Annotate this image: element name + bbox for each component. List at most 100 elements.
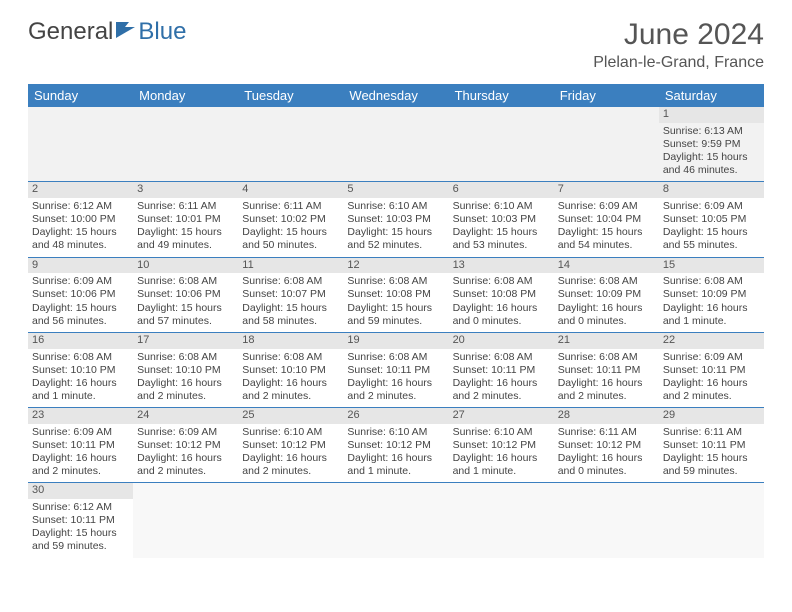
daylight-text: Daylight: 16 hours: [32, 377, 129, 390]
sunrise-text: Sunrise: 6:08 AM: [347, 351, 444, 364]
weekday-header-row: Sunday Monday Tuesday Wednesday Thursday…: [28, 84, 764, 107]
daylight-text: Daylight: 15 hours: [663, 151, 760, 164]
daylight-text: Daylight: 16 hours: [347, 377, 444, 390]
sunrise-text: Sunrise: 6:09 AM: [663, 200, 760, 213]
daylight-text: and 2 minutes.: [242, 390, 339, 403]
calendar-day-cell: 1Sunrise: 6:13 AMSunset: 9:59 PMDaylight…: [659, 107, 764, 182]
weekday-header: Saturday: [659, 84, 764, 107]
sunset-text: Sunset: 10:03 PM: [453, 213, 550, 226]
daylight-text: and 49 minutes.: [137, 239, 234, 252]
calendar-week-row: 23 Sunrise: 6:09 AMSunset: 10:11 PM Daylig…: [28, 408, 764, 483]
day-number: 24: [133, 408, 238, 424]
daylight-text: Daylight: 15 hours: [137, 302, 234, 315]
sunrise-text: Sunrise: 6:11 AM: [137, 200, 234, 213]
weekday-header: Friday: [554, 84, 659, 107]
sunset-text: Sunset: 10:12 PM: [242, 439, 339, 452]
sunrise-text: Sunrise: 6:10 AM: [242, 426, 339, 439]
day-number: 19: [343, 333, 448, 349]
daylight-text: and 58 minutes.: [242, 315, 339, 328]
day-number: 5: [343, 182, 448, 198]
sunrise-text: Sunrise: 6:08 AM: [558, 351, 655, 364]
sunrise-text: Sunrise: 6:13 AM: [663, 125, 760, 138]
day-number: 26: [343, 408, 448, 424]
sunset-text: Sunset: 10:10 PM: [32, 364, 129, 377]
sunset-text: Sunset: 10:10 PM: [137, 364, 234, 377]
flag-icon: [115, 18, 137, 46]
daylight-text: Daylight: 16 hours: [453, 302, 550, 315]
day-number: 3: [133, 182, 238, 198]
sunset-text: Sunset: 10:12 PM: [453, 439, 550, 452]
calendar-day-cell: [343, 107, 448, 182]
calendar-day-cell: 25Sunrise: 6:10 AMSunset: 10:12 PMDaylig…: [238, 408, 343, 483]
calendar-day-cell: 24Sunrise: 6:09 AMSunset: 10:12 PMDaylig…: [133, 408, 238, 483]
sunrise-text: Sunrise: 6:08 AM: [32, 351, 129, 364]
calendar-week-row: 2Sunrise: 6:12 AMSunset: 10:00 PMDayligh…: [28, 182, 764, 257]
daylight-text: Daylight: 15 hours: [32, 226, 129, 239]
daylight-text: Daylight: 15 hours: [347, 226, 444, 239]
sunset-text: Sunset: 10:11 PM: [347, 364, 444, 377]
daylight-text: and 59 minutes.: [32, 540, 129, 553]
sunset-text: Sunset: 10:12 PM: [347, 439, 444, 452]
daylight-text: and 2 minutes.: [32, 465, 129, 478]
sunset-text: Sunset: 10:11 PM: [453, 364, 550, 377]
daylight-text: and 48 minutes.: [32, 239, 129, 252]
calendar-day-cell: 30Sunrise: 6:12 AMSunset: 10:11 PMDaylig…: [28, 483, 133, 558]
sunset-text: Sunset: 10:11 PM: [558, 364, 655, 377]
daylight-text: Daylight: 16 hours: [453, 452, 550, 465]
day-number: 13: [449, 258, 554, 274]
daylight-text: and 46 minutes.: [663, 164, 760, 177]
sunrise-text: Sunrise: 6:08 AM: [453, 351, 550, 364]
sunrise-text: Sunrise: 6:09 AM: [32, 426, 129, 439]
daylight-text: and 55 minutes.: [663, 239, 760, 252]
calendar-day-cell: 4Sunrise: 6:11 AMSunset: 10:02 PMDayligh…: [238, 182, 343, 257]
calendar-day-cell: [28, 107, 133, 182]
calendar-day-cell: [449, 107, 554, 182]
day-number: 22: [659, 333, 764, 349]
daylight-text: Daylight: 16 hours: [242, 452, 339, 465]
daylight-text: and 57 minutes.: [137, 315, 234, 328]
calendar-day-cell: [659, 483, 764, 558]
weekday-header: Tuesday: [238, 84, 343, 107]
calendar-week-row: 16Sunrise: 6:08 AMSunset: 10:10 PMDaylig…: [28, 332, 764, 407]
day-number: 4: [238, 182, 343, 198]
sunset-text: Sunset: 10:05 PM: [663, 213, 760, 226]
brand-logo: GeneralBlue: [28, 18, 186, 46]
calendar-day-cell: 6Sunrise: 6:10 AMSunset: 10:03 PMDayligh…: [449, 182, 554, 257]
sunrise-text: Sunrise: 6:08 AM: [137, 275, 234, 288]
day-number: 21: [554, 333, 659, 349]
sunset-text: Sunset: 10:11 PM: [32, 439, 129, 452]
sunset-text: Sunset: 10:00 PM: [32, 213, 129, 226]
sunset-text: Sunset: 10:02 PM: [242, 213, 339, 226]
day-number: 23: [28, 408, 133, 424]
daylight-text: and 1 minute.: [32, 390, 129, 403]
daylight-text: and 0 minutes.: [558, 465, 655, 478]
day-number: 27: [449, 408, 554, 424]
daylight-text: Daylight: 16 hours: [347, 452, 444, 465]
calendar-day-cell: 26 Sunrise: 6:10 AMSunset: 10:12 PMDaylig…: [343, 408, 448, 483]
sunrise-text: Sunrise: 6:12 AM: [32, 501, 129, 514]
calendar-day-cell: 19 Sunrise: 6:08 AMSunset: 10:11 PMDaylig…: [343, 332, 448, 407]
daylight-text: Daylight: 15 hours: [558, 226, 655, 239]
calendar-day-cell: [238, 107, 343, 182]
sunrise-text: Sunrise: 6:10 AM: [347, 426, 444, 439]
daylight-text: and 2 minutes.: [242, 465, 339, 478]
calendar-day-cell: 18Sunrise: 6:08 AMSunset: 10:10 PMDaylig…: [238, 332, 343, 407]
calendar-day-cell: 8Sunrise: 6:09 AMSunset: 10:05 PMDayligh…: [659, 182, 764, 257]
daylight-text: Daylight: 15 hours: [137, 226, 234, 239]
day-number: 20: [449, 333, 554, 349]
daylight-text: Daylight: 16 hours: [663, 377, 760, 390]
calendar-day-cell: 27Sunrise: 6:10 AMSunset: 10:12 PMDaylig…: [449, 408, 554, 483]
daylight-text: Daylight: 15 hours: [242, 226, 339, 239]
calendar-day-cell: 10Sunrise: 6:08 AMSunset: 10:06 PMDaylig…: [133, 257, 238, 332]
daylight-text: and 2 minutes.: [558, 390, 655, 403]
daylight-text: and 52 minutes.: [347, 239, 444, 252]
weekday-header: Thursday: [449, 84, 554, 107]
day-number: 29: [659, 408, 764, 424]
daylight-text: Daylight: 15 hours: [663, 452, 760, 465]
daylight-text: Daylight: 15 hours: [347, 302, 444, 315]
daylight-text: Daylight: 15 hours: [453, 226, 550, 239]
calendar-day-cell: [133, 483, 238, 558]
sunset-text: Sunset: 10:06 PM: [137, 288, 234, 301]
calendar-week-row: 30Sunrise: 6:12 AMSunset: 10:11 PMDaylig…: [28, 483, 764, 558]
sunrise-text: Sunrise: 6:08 AM: [242, 275, 339, 288]
